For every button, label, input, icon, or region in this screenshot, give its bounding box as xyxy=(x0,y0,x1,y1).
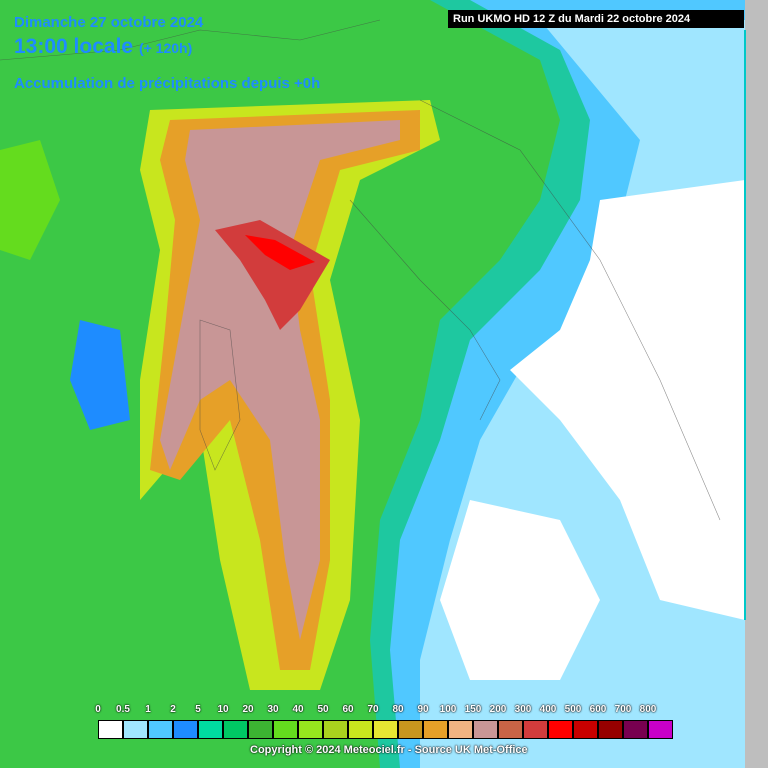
legend-swatch xyxy=(348,720,373,739)
legend-label: 100 xyxy=(439,704,457,715)
legend-swatch xyxy=(273,720,298,739)
legend-label: 800 xyxy=(639,704,657,715)
legend-swatch xyxy=(373,720,398,739)
legend-swatch xyxy=(448,720,473,739)
legend-label: 80 xyxy=(392,704,404,715)
legend-swatch xyxy=(323,720,348,739)
legend-label: 10 xyxy=(217,704,229,715)
legend-swatch xyxy=(523,720,548,739)
legend-swatch xyxy=(473,720,498,739)
legend-swatch xyxy=(423,720,448,739)
legend-label: 0.5 xyxy=(116,704,130,715)
legend-label: 200 xyxy=(489,704,507,715)
legend-swatch xyxy=(198,720,223,739)
legend-label: 30 xyxy=(267,704,279,715)
legend-label: 500 xyxy=(564,704,582,715)
time-label: 13:00 locale (+ 120h) xyxy=(14,35,192,59)
legend-label: 40 xyxy=(292,704,304,715)
time: 13:00 locale xyxy=(14,35,134,58)
legend-label: 700 xyxy=(614,704,632,715)
legend-swatch xyxy=(98,720,123,739)
date-label: Dimanche 27 octobre 2024 xyxy=(14,14,204,31)
legend-swatch xyxy=(123,720,148,739)
legend-swatch xyxy=(173,720,198,739)
legend-label: 600 xyxy=(589,704,607,715)
legend-swatch xyxy=(148,720,173,739)
legend-swatch xyxy=(573,720,598,739)
legend-swatch xyxy=(648,720,673,739)
legend-swatch xyxy=(298,720,323,739)
legend-swatch xyxy=(548,720,573,739)
legend-label: 50 xyxy=(317,704,329,715)
legend-swatch xyxy=(398,720,423,739)
legend-swatch xyxy=(623,720,648,739)
legend-label: 300 xyxy=(514,704,532,715)
legend-label: 60 xyxy=(342,704,354,715)
legend-swatch xyxy=(248,720,273,739)
legend-swatch xyxy=(498,720,523,739)
legend-label: 90 xyxy=(417,704,429,715)
legend-label: 70 xyxy=(367,704,379,715)
legend-label: 5 xyxy=(195,704,201,715)
lead-time: (+ 120h) xyxy=(138,40,193,56)
legend-label: 400 xyxy=(539,704,557,715)
legend-swatch xyxy=(598,720,623,739)
legend-swatch xyxy=(223,720,248,739)
copyright: Copyright © 2024 Meteociel.fr - Source U… xyxy=(250,744,528,756)
legend-label: 0 xyxy=(95,704,101,715)
legend-label: 1 xyxy=(145,704,151,715)
legend: 0 0.5 1 2 5 10 20 30 40 50 60 70 80 90 100 150 200 300 400… xyxy=(95,704,698,744)
legend-label: 20 xyxy=(242,704,254,715)
legend-label: 150 xyxy=(464,704,482,715)
run-label: Run UKMO HD 12 Z du Mardi 22 octobre 202… xyxy=(448,10,744,28)
description: Accumulation de précipitations depuis +0… xyxy=(14,75,321,92)
legend-label: 2 xyxy=(170,704,176,715)
